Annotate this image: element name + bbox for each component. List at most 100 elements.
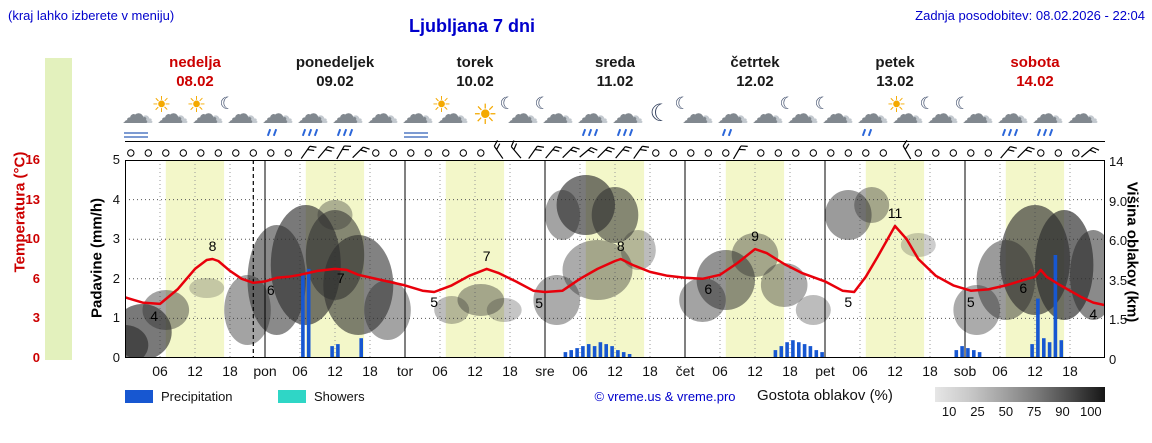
hour-tick: 18: [642, 363, 658, 379]
precip-tick: 5: [112, 152, 120, 167]
cloud-tick: 3.5: [1109, 272, 1128, 288]
rain-drops: [301, 128, 318, 137]
drizzle-icon: ☁ ☁: [850, 96, 894, 140]
day-tick: tor: [396, 363, 414, 379]
cloud-icon: ☁ ☁: [1060, 96, 1104, 140]
rain-drops: [616, 128, 633, 137]
cloud-back-glyph: ☁: [202, 104, 224, 128]
partly-moon-icon: ☾ ☁ ☁: [675, 94, 719, 140]
cloud-tick: 9.0: [1109, 193, 1128, 209]
fog-icon: ☁ ☁: [115, 96, 159, 140]
cloud-glyph: ☁: [786, 99, 814, 130]
day-date: 10.02: [456, 73, 494, 90]
cloud-back-glyph: ☁: [867, 104, 889, 128]
cloud-back-glyph: ☁: [797, 104, 819, 128]
hour-tick: 06: [572, 363, 588, 379]
cloud-back-glyph: ☁: [237, 104, 259, 128]
day-name: sreda: [594, 54, 636, 71]
hour-tick: 18: [1062, 363, 1078, 379]
rain-icon: ☁ ☁: [570, 96, 614, 140]
day-header: petek 13.02: [825, 53, 965, 91]
partly-moon-icon: ☾ ☁ ☁: [220, 94, 264, 140]
cloud-glyph: ☁: [331, 99, 359, 130]
day-name: petek: [875, 54, 915, 71]
partly-moon-icon: ☾ ☁ ☁: [534, 94, 579, 140]
temp-tick: 3: [32, 310, 40, 326]
hour-tick: 12: [467, 363, 483, 379]
rain-icon: ☁ ☁: [290, 96, 334, 140]
svg-text:6: 6: [1019, 280, 1027, 296]
day-header: sobota 14.02: [965, 53, 1105, 91]
cloud-icon: ☁ ☁: [360, 96, 404, 140]
cloud-back-glyph: ☁: [167, 104, 189, 128]
last-update: Zadnja posodobitev: 08.02.2026 - 22:04: [915, 8, 1145, 23]
sun-icon: ☀: [465, 96, 509, 140]
temp-tick: 10: [25, 231, 40, 247]
cloud-back-glyph: ☁: [937, 104, 959, 128]
day-tick: čet: [675, 363, 695, 379]
cloud-back-glyph: ☁: [1077, 104, 1099, 128]
moon-glyph: ☾: [954, 94, 970, 114]
cloud-back-glyph: ☁: [972, 104, 994, 128]
cloud-glyph: ☁: [856, 99, 884, 130]
menu-hint: (kraj lahko izberete v meniju): [8, 8, 175, 23]
cloud-glyph: ☁: [366, 99, 394, 130]
cloud-glyph: ☁: [576, 99, 604, 130]
cloud-glyph: ☁: [961, 99, 989, 130]
partly-sun-icon: ☀ ☁ ☁: [185, 93, 229, 140]
partly-moon-icon: ☾ ☁ ☁: [500, 94, 544, 140]
cloud-glyph: ☁: [261, 99, 289, 130]
cloud-back-glyph: ☁: [622, 104, 644, 128]
svg-text:5: 5: [967, 294, 975, 310]
temp-tick: 13: [25, 191, 40, 207]
cloud-glyph: ☁: [611, 99, 639, 130]
day-date: 12.02: [736, 73, 774, 90]
density-tick: 90: [1055, 404, 1070, 419]
page-title: Ljubljana 7 dni: [408, 16, 535, 36]
cloud-back-glyph: ☁: [762, 104, 784, 128]
showers-swatch: [278, 390, 306, 403]
drizzle-icon: ☁ ☁: [710, 96, 754, 140]
hour-tick: 12: [747, 363, 763, 379]
day-date: 14.02: [1016, 73, 1054, 90]
temp-tick: 0: [32, 350, 40, 365]
fog-icon: ☁ ☁: [395, 96, 439, 140]
cloud-glyph: ☁: [996, 99, 1024, 130]
sun-glyph: ☀: [151, 93, 172, 118]
hour-tick: 12: [1027, 363, 1043, 379]
cloud-glyph: ☁: [821, 99, 849, 130]
day-tick: sre: [535, 363, 555, 379]
day-date: 13.02: [876, 73, 914, 90]
partly-moon-icon: ☾ ☁ ☁: [780, 94, 824, 140]
density-tick: 100: [1079, 404, 1102, 419]
cloud-back-glyph: ☁: [552, 104, 574, 128]
hour-tick: 06: [852, 363, 868, 379]
rain-drops: [721, 128, 732, 137]
day-name: torek: [456, 54, 494, 71]
fog-lines: [403, 130, 428, 138]
rain-drops: [266, 128, 277, 137]
moon-glyph: ☾: [534, 94, 550, 114]
rain-icon: ☁ ☁: [605, 96, 649, 140]
rain-drops: [1001, 128, 1018, 137]
cloud-glyph: ☁: [541, 99, 569, 130]
cloud-tick: 0: [1109, 352, 1117, 367]
svg-text:8: 8: [209, 238, 217, 254]
cloud-glyph: ☁: [716, 99, 744, 130]
sun-glyph: ☀: [472, 98, 498, 131]
cloud-glyph: ☁: [751, 99, 779, 130]
credit-link[interactable]: © vreme.us & vreme.pro: [594, 389, 736, 404]
svg-text:4: 4: [1089, 306, 1097, 322]
cloud-glyph: ☁: [681, 99, 709, 130]
svg-text:8: 8: [617, 238, 625, 254]
cloud-back-glyph: ☁: [412, 104, 434, 128]
cloud-back-glyph: ☁: [902, 104, 924, 128]
cloud-tick: 14: [1109, 154, 1124, 169]
partly-moon-icon: ☾ ☁ ☁: [954, 94, 999, 140]
rain-drops: [581, 128, 598, 137]
rain-icon: ☁ ☁: [325, 96, 369, 140]
cloud-back-glyph: ☁: [587, 104, 609, 128]
cloud-glyph: ☁: [296, 99, 324, 130]
cloud-glyph: ☁: [121, 99, 149, 130]
day-header: torek 10.02: [405, 53, 545, 91]
